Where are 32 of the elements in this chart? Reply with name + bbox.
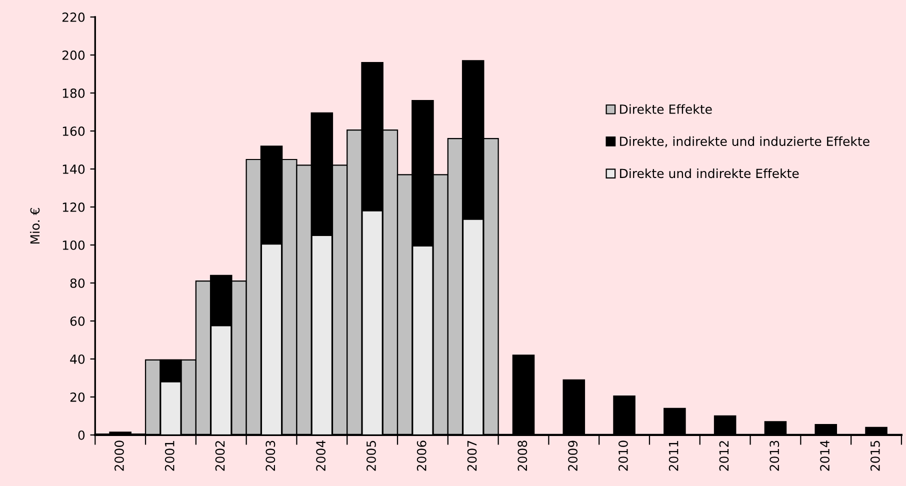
legend-label: Direkte, indirekte und induzierte Effekte: [620, 136, 870, 148]
y-tick-label: 140: [62, 164, 85, 174]
y-tick-label: 100: [62, 240, 85, 250]
y-tick-label: 220: [62, 12, 85, 22]
legend-label: Direkte und indirekte Effekte: [620, 168, 799, 178]
y-tick-label: 160: [62, 126, 85, 136]
y-tick-label: 0: [78, 430, 85, 440]
y-tick-label: 20: [70, 392, 85, 402]
x-tick-label: 2001: [164, 440, 174, 471]
y-tick-label: 180: [62, 88, 85, 98]
x-tick-label: 2014: [820, 440, 830, 471]
x-tick-label: 2004: [316, 440, 326, 471]
x-tick-label: 2005: [366, 440, 376, 471]
y-tick-label: 80: [70, 278, 85, 288]
y-tick-label: 40: [70, 354, 85, 364]
y-tick-label: 200: [62, 50, 85, 60]
y-tick-label: 120: [62, 202, 85, 212]
x-tick-label: 2002: [215, 441, 225, 471]
x-tick-label: 2013: [770, 440, 780, 471]
x-tick-label: 2007: [467, 440, 477, 471]
x-tick-label: 2006: [416, 440, 426, 471]
x-tick-label: 2010: [618, 440, 628, 471]
y-tick-label: 60: [70, 316, 85, 326]
legend-label: Direkte Effekte: [620, 104, 712, 114]
y-axis-title: Mio. €: [30, 208, 40, 244]
x-tick-label: 2011: [668, 440, 678, 471]
x-tick-label: 2008: [518, 440, 528, 471]
x-tick-label: 2015: [870, 440, 880, 471]
x-tick-label: 2000: [114, 440, 124, 471]
x-tick-label: 2012: [719, 441, 729, 471]
x-tick-label: 2003: [266, 440, 276, 471]
x-tick-label: 2009: [568, 440, 578, 471]
